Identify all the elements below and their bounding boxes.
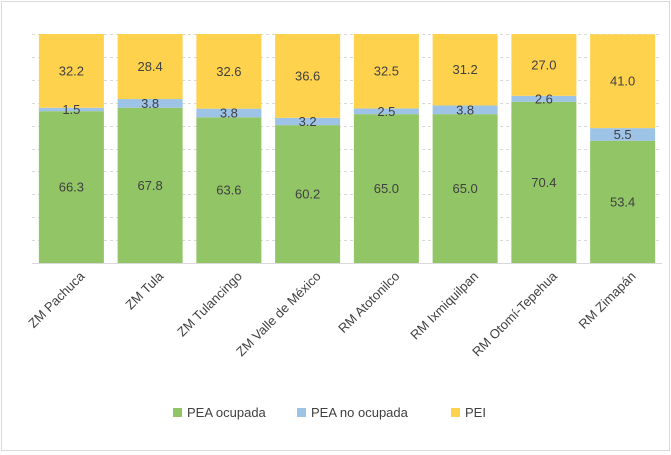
category-tick-label: ZM Valle de México: [233, 269, 324, 360]
bar-segment-pea-ocupada: [590, 140, 656, 263]
legend: PEA ocupada PEA no ocupada PEI: [173, 405, 486, 420]
bar-segment-pei: [353, 34, 419, 109]
bar-segment-pei: [38, 34, 104, 108]
data-label: 66.3: [59, 180, 84, 195]
legend-swatch: [173, 408, 182, 417]
bar-segment-pea-ocupada: [432, 114, 498, 264]
bar-segment-pea-no-ocupada: [353, 108, 419, 115]
bar-segment-pei: [590, 34, 656, 129]
legend-entry: PEA no ocupada: [297, 405, 409, 420]
bar-segment-pea-ocupada: [511, 101, 577, 263]
category-tick-label: RM Ixmiquilpan: [407, 269, 481, 343]
data-label: 65.0: [452, 181, 477, 196]
bar-segment-pea-ocupada: [38, 111, 104, 263]
data-label: 3.2: [299, 114, 317, 129]
data-label: 63.6: [216, 183, 241, 198]
bars: [38, 34, 656, 264]
legend-label: PEA no ocupada: [311, 405, 409, 420]
data-label: 5.5: [614, 127, 632, 142]
category-tick-label: RM Atotonilco: [335, 269, 402, 336]
legend-swatch: [297, 408, 306, 417]
bar-segment-pea-no-ocupada: [590, 128, 656, 141]
data-label: 65.0: [374, 181, 399, 196]
data-label: 2.5: [377, 104, 395, 119]
data-label: 1.5: [62, 102, 80, 117]
legend-label: PEI: [465, 405, 486, 420]
bar-segment-pea-no-ocupada: [511, 95, 577, 102]
data-label: 2.6: [535, 91, 553, 106]
data-labels: 66.3 1.5 32.2 67.8 3.8 28.4 63.6 3.8 32.6 60.2 3.2…: [59, 57, 636, 209]
legend-entry: PEI: [451, 405, 486, 420]
data-label: 53.4: [610, 194, 635, 209]
bar-segment-pea-ocupada: [275, 125, 341, 263]
data-label: 32.5: [374, 64, 399, 79]
stacked-bar-chart: 66.3 1.5 32.2 67.8 3.8 28.4 63.6 3.8 32.6 60.2 3.2…: [25, 34, 662, 420]
data-label: 3.8: [220, 106, 238, 121]
bar-segment-pei: [117, 34, 183, 100]
data-label: 36.6: [295, 68, 320, 83]
data-label: 3.8: [456, 102, 474, 117]
legend-label: PEA ocupada: [187, 405, 267, 420]
data-label: 41.0: [610, 74, 635, 89]
category-tick-label: ZM Tulancingo: [174, 269, 245, 340]
data-label: 60.2: [295, 187, 320, 202]
data-label: 32.2: [59, 63, 84, 78]
bar-segment-pei: [275, 34, 341, 118]
category-tick-label: ZM Tula: [122, 268, 166, 312]
bar-segment-pea-ocupada: [117, 107, 183, 263]
data-label: 70.4: [531, 175, 556, 190]
bar-segment-pea-no-ocupada: [275, 117, 341, 126]
data-label: 27.0: [531, 57, 556, 72]
legend-swatch: [451, 408, 460, 417]
category-tick-label: RM Zimapán: [576, 269, 639, 332]
bar-segment-pei: [432, 34, 498, 106]
data-label: 3.8: [141, 96, 159, 111]
bar-segment-pea-ocupada: [353, 114, 419, 264]
data-label: 32.6: [216, 64, 241, 79]
legend-entry: PEA ocupada: [173, 405, 267, 420]
bar-segment-pea-no-ocupada: [196, 108, 262, 118]
bar-segment-pei: [196, 34, 262, 109]
category-tick-label: ZM Pachuca: [25, 268, 88, 331]
data-label: 67.8: [137, 178, 162, 193]
bar-segment-pei: [511, 34, 577, 96]
data-label: 28.4: [137, 59, 162, 74]
bar-segment-pea-no-ocupada: [432, 105, 498, 115]
bar-segment-pea-no-ocupada: [117, 99, 183, 108]
category-tick-label: RM Otomí-Tepehua: [469, 268, 560, 359]
bar-segment-pea-no-ocupada: [38, 107, 104, 112]
data-label: 31.2: [452, 62, 477, 77]
bar-segment-pea-ocupada: [196, 117, 262, 263]
